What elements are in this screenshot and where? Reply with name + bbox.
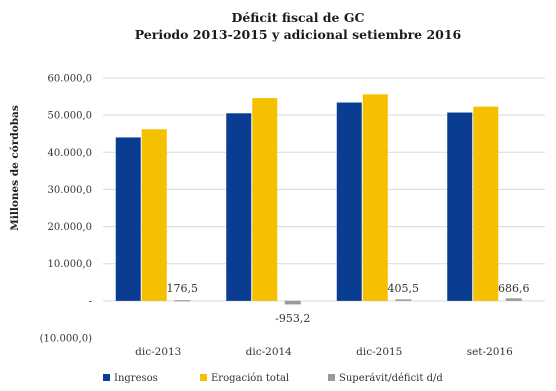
y-tick-label: -: [89, 296, 92, 307]
y-axis-label: Millones de córdobas: [9, 105, 21, 231]
data-label: -953,2: [275, 312, 310, 325]
chart-subtitle: Periodo 2013-2015 y adicional setiembre …: [135, 27, 462, 42]
category-label: dic-2014: [246, 346, 293, 358]
data-label: 176,5: [167, 282, 199, 295]
bar-super-vit-d-ficit-d-d: [505, 298, 522, 301]
y-tick-label: 60.000,0: [47, 74, 92, 85]
data-label: 686,6: [498, 282, 530, 295]
bar-ingresos: [336, 102, 362, 301]
y-tick-label: 10.000,0: [47, 259, 92, 270]
y-tick-label: 40.000,0: [47, 148, 92, 159]
bar-super-vit-d-ficit-d-d: [395, 299, 412, 301]
y-tick-label: 50.000,0: [47, 111, 92, 122]
bar-erogaci-n-total: [473, 106, 499, 301]
legend-label: Ingresos: [114, 373, 158, 384]
gridlines: [103, 77, 545, 302]
bars: [115, 94, 522, 305]
data-label: 405,5: [388, 282, 420, 295]
y-tick-label: (10.000,0): [40, 334, 92, 345]
bar-erogaci-n-total: [362, 94, 388, 301]
bar-erogaci-n-total: [141, 129, 167, 301]
legend: Ingresos Erogación total Superávit/déficit…: [103, 373, 443, 384]
legend-label: Erogación total: [211, 373, 289, 384]
data-labels: 176,5 -953,2 405,5 686,6: [167, 282, 530, 325]
bar-ingresos: [226, 113, 252, 301]
category-label: set-2016: [467, 346, 513, 358]
bar-erogaci-n-total: [252, 98, 278, 301]
legend-swatch: [103, 374, 110, 381]
category-label: dic-2013: [135, 346, 181, 358]
category-labels: dic-2013 dic-2014 dic-2015 set-2016: [135, 346, 513, 358]
bar-super-vit-d-ficit-d-d: [284, 300, 301, 305]
legend-swatch: [328, 374, 335, 381]
category-label: dic-2015: [356, 346, 402, 358]
legend-swatch: [200, 374, 207, 381]
y-tick-label: 30.000,0: [47, 185, 92, 196]
y-tick-labels: (10.000,0) - 10.000,0 20.000,0 30.000,0 40.00…: [40, 74, 92, 345]
chart-title: Déficit fiscal de GC: [232, 10, 365, 25]
y-tick-label: 20.000,0: [47, 222, 92, 233]
bar-ingresos: [447, 112, 473, 301]
bar-ingresos: [115, 137, 141, 301]
bar-super-vit-d-ficit-d-d: [174, 300, 191, 302]
legend-label: Superávit/déficit d/d: [339, 373, 443, 384]
